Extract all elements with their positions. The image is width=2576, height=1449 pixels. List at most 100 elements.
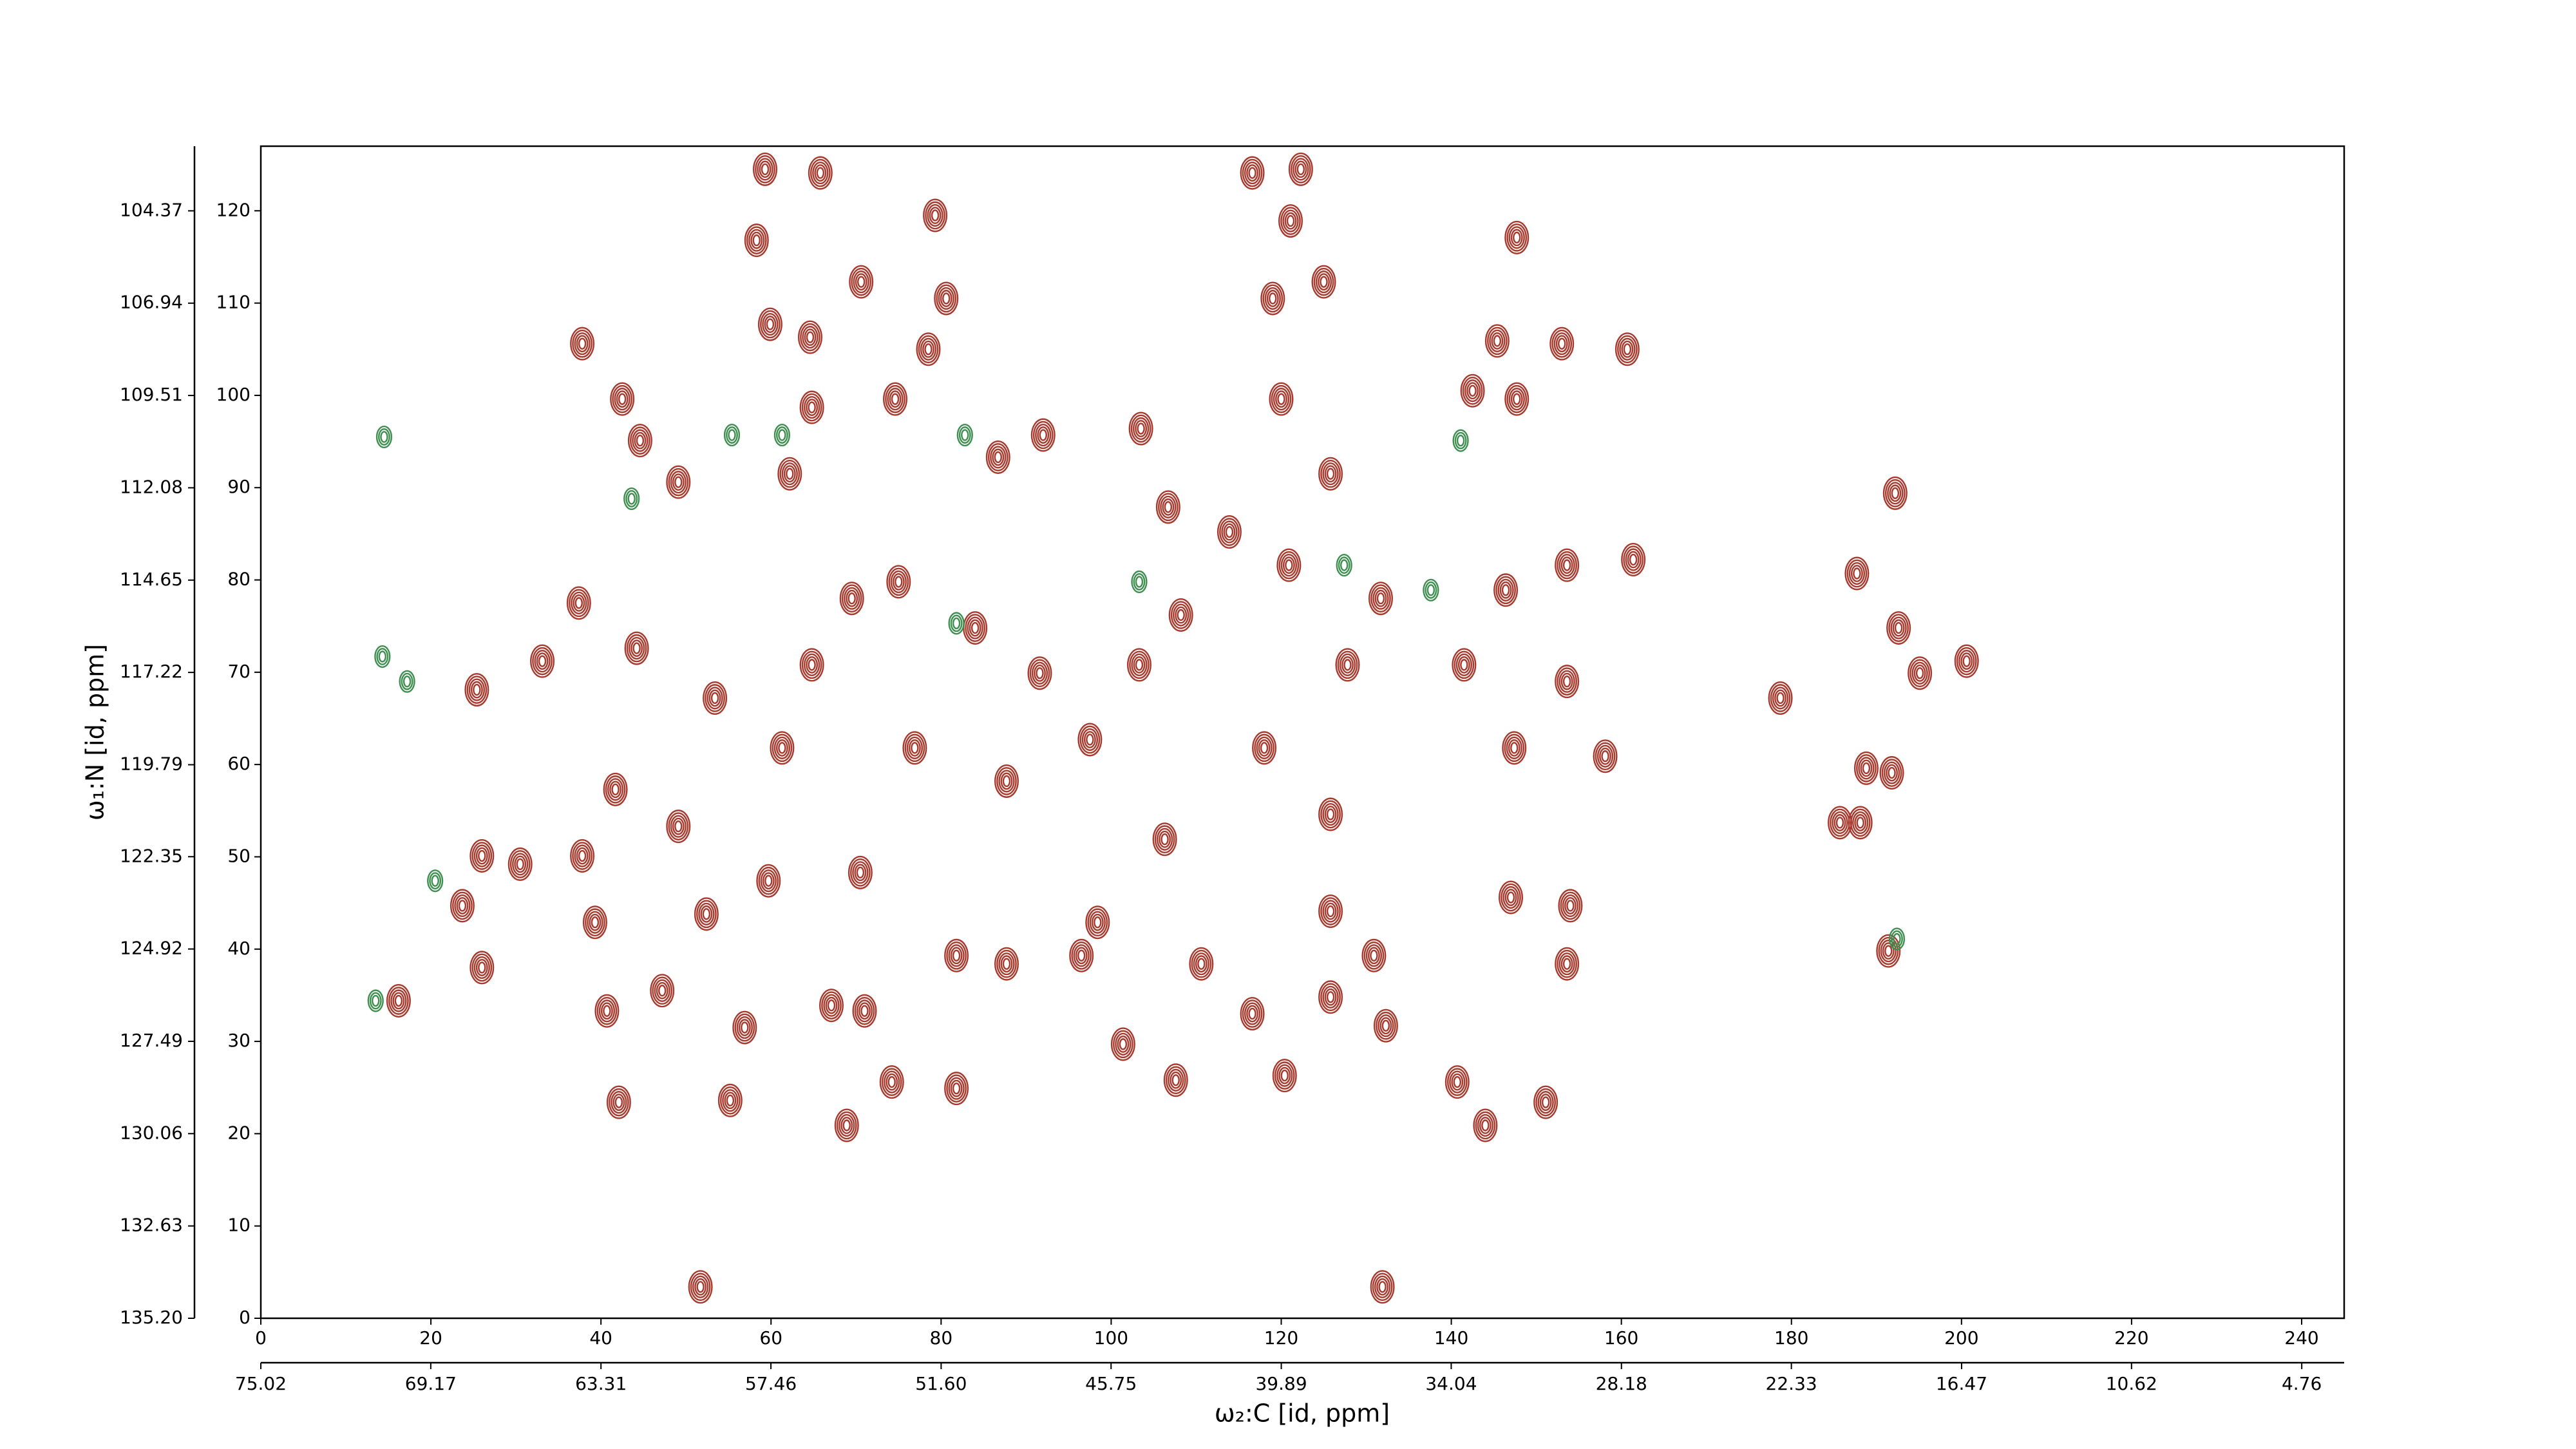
peak-contour [1888, 614, 1909, 642]
peak-contour [666, 810, 691, 844]
peak-contour [801, 393, 822, 422]
peak-contour [627, 424, 652, 458]
peak-contour [804, 653, 820, 676]
peak-contour [1513, 231, 1521, 244]
peak-contour [738, 1019, 751, 1036]
peak-contour [783, 465, 796, 483]
x-tick-label: 180 [1774, 1327, 1808, 1349]
peak-contour [1596, 744, 1614, 768]
peak-contour [632, 429, 649, 452]
peak-contour [1193, 952, 1209, 976]
peak-contour [1621, 543, 1646, 577]
peak-contour [1882, 942, 1895, 960]
peak-contour [478, 961, 486, 974]
peak-contour [746, 226, 767, 254]
peak-contour [990, 446, 1007, 469]
peak-contour [1477, 1113, 1493, 1137]
peak-contour [1549, 327, 1575, 361]
y-tick-label: 10 [227, 1215, 251, 1236]
peak-contour [1027, 656, 1052, 690]
ppm-y-tick-label: 135.20 [120, 1307, 183, 1328]
peak-contour [1562, 894, 1579, 918]
peak-contour [1562, 675, 1571, 688]
peak-contour [705, 684, 725, 712]
peak-contour [1481, 1119, 1490, 1132]
peak-contour [952, 1082, 961, 1095]
peak-contour [1884, 945, 1893, 957]
peak-contour [473, 683, 481, 696]
peak-contour [918, 335, 939, 364]
peak-contour [690, 1273, 711, 1302]
peak-contour [1623, 343, 1632, 355]
peak-contour [854, 996, 875, 1025]
peak-contour [454, 894, 471, 918]
ppm-x-tick-label: 51.60 [915, 1373, 967, 1394]
peak-contour [1252, 731, 1277, 765]
peak-contour [1373, 1009, 1398, 1043]
peak-contour [630, 426, 650, 455]
peak-contour [1091, 913, 1104, 931]
peak-contour [1832, 811, 1848, 835]
ppm-x-tick-label: 39.89 [1255, 1373, 1307, 1394]
peak-contour [1882, 476, 1908, 510]
peak-contour [891, 393, 900, 405]
peak-contour [570, 839, 595, 873]
peak-contour [885, 384, 905, 413]
peak-contour [1617, 335, 1638, 364]
peak-contour [1372, 587, 1389, 610]
peak-contour [374, 645, 391, 668]
peak-contour [1560, 891, 1581, 920]
peak-contour [1854, 814, 1867, 831]
peak-contour [1558, 554, 1575, 577]
peak-contour [1262, 284, 1283, 313]
peak-contour [582, 905, 607, 940]
peak-contour [1083, 731, 1096, 748]
peak-contour [380, 431, 388, 443]
peak-contour [1035, 423, 1052, 447]
peak-contour [1913, 664, 1926, 682]
peak-contour [842, 1119, 851, 1132]
peak-contour [1848, 562, 1866, 585]
peak-contour [1772, 687, 1789, 710]
x-tick-label: 20 [419, 1327, 442, 1349]
peak-contour [755, 155, 775, 184]
peak-contour [848, 855, 873, 889]
peak-contour [375, 425, 393, 449]
peak-contour [708, 689, 721, 707]
peak-contour [956, 423, 973, 447]
peak-contour [652, 976, 673, 1005]
peak-contour [726, 1094, 735, 1106]
ppm-x-tick-label: 69.17 [405, 1373, 457, 1394]
peak-contour [834, 1108, 859, 1142]
peak-contour [1260, 742, 1269, 754]
peak-contour [1506, 736, 1522, 759]
peak-contour [618, 393, 627, 405]
peak-contour [603, 772, 628, 806]
peak-contour [936, 284, 957, 313]
peak-contour [1135, 420, 1148, 437]
peak-contour [801, 650, 822, 679]
peak-contour [1423, 578, 1439, 601]
peak-contour [1911, 661, 1928, 685]
peak-contour [1555, 665, 1580, 699]
peak-contour [1318, 797, 1343, 831]
peak-contour [1915, 667, 1924, 679]
peak-contour [1296, 163, 1305, 176]
peak-contour [1881, 759, 1902, 787]
y-tick-label: 40 [227, 938, 251, 959]
peak-contour [625, 490, 638, 507]
peak-contour [1460, 374, 1485, 408]
peak-contour [1770, 684, 1791, 712]
peak-contour [1883, 761, 1900, 784]
peak-contour [1889, 484, 1902, 502]
peak-contour [1242, 999, 1263, 1028]
peak-contour [985, 440, 1010, 474]
peak-contour [598, 999, 616, 1023]
peak-contour [797, 320, 822, 354]
peak-contour [844, 587, 860, 610]
peak-contour [1254, 734, 1274, 762]
peak-contour [1560, 672, 1573, 690]
peak-contour [1113, 1030, 1133, 1059]
peak-contour [1551, 329, 1573, 358]
ppm-x-tick-label: 4.76 [2282, 1373, 2322, 1394]
